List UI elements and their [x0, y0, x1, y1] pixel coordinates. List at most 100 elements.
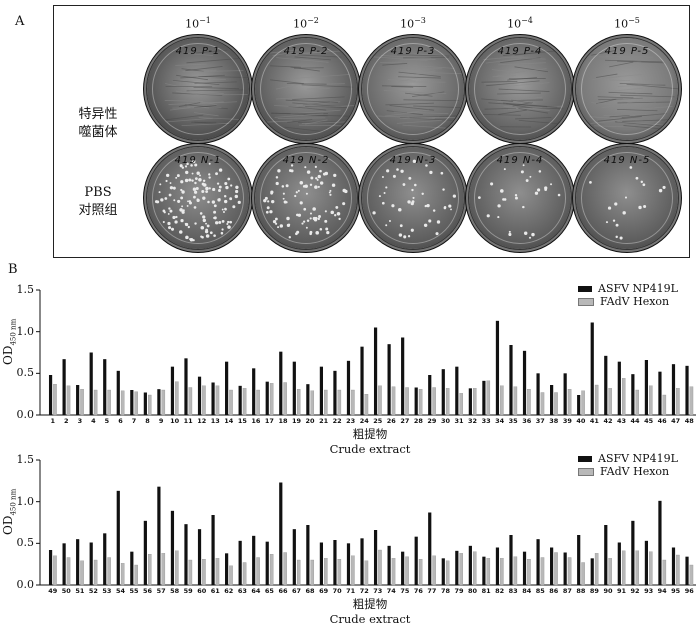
bar-asfv — [441, 558, 445, 585]
bar-asfv — [617, 361, 621, 415]
bar-fadv — [459, 393, 463, 416]
legend-swatch — [578, 455, 592, 462]
bar-asfv — [685, 556, 689, 585]
row-label-line: 噬菌体 — [78, 125, 118, 140]
bar-fadv — [337, 389, 342, 416]
bar-asfv — [563, 552, 567, 585]
bar-fadv — [175, 550, 179, 586]
plate-rim — [367, 43, 459, 135]
bar-fadv — [269, 383, 274, 416]
x-tick-label: 19 — [291, 417, 302, 425]
x-tick-label: 11 — [183, 417, 193, 425]
bar-asfv — [590, 558, 594, 585]
bar-asfv — [306, 384, 310, 415]
pbs-control-plate: 419 N-1 — [147, 147, 249, 249]
bar-asfv — [265, 541, 269, 585]
plate-rim — [581, 152, 673, 244]
y-axis-label-text: OD — [1, 515, 15, 535]
bar-fadv — [635, 389, 640, 416]
phage-plate: 419 P-1 — [147, 38, 249, 140]
y-axis-label: OD450 nm — [1, 488, 17, 534]
y-axis-label-unit: 450 nm — [9, 488, 18, 516]
dilution-exponent: −1 — [199, 16, 211, 25]
bar-asfv — [103, 533, 107, 585]
x-tick-label: 18 — [278, 417, 288, 425]
x-tick-label: 46 — [657, 417, 667, 425]
x-tick-label: 47 — [671, 417, 681, 425]
bar-fadv — [107, 557, 111, 586]
bar-asfv — [482, 556, 486, 585]
bar-asfv — [550, 385, 554, 415]
x-tick-label: 79 — [454, 587, 464, 595]
bar-fadv — [256, 389, 260, 416]
bar-asfv — [428, 375, 432, 415]
bar-asfv — [482, 380, 486, 415]
dilution-base: 10 — [293, 17, 308, 31]
plate-rim — [152, 43, 244, 135]
bar-asfv — [184, 524, 188, 585]
x-tick-label: 95 — [671, 587, 681, 595]
x-tick-label: 17 — [264, 417, 274, 425]
phage-plate: 419 P-4 — [469, 38, 571, 140]
bar-asfv — [373, 327, 378, 415]
x-tick-label: 56 — [143, 587, 153, 595]
bar-fadv — [608, 558, 612, 586]
bar-asfv — [536, 539, 540, 585]
bar-fadv — [649, 385, 653, 416]
y-tick-label: 0.5 — [16, 366, 35, 380]
x-tick-label: 57 — [156, 587, 166, 595]
bar-fadv — [621, 550, 626, 586]
x-tick-label: 83 — [508, 587, 518, 595]
bar-asfv — [252, 535, 256, 585]
bar-fadv — [391, 386, 396, 416]
bar-fadv — [324, 558, 328, 586]
bar-fadv — [283, 382, 287, 416]
bar-fadv — [445, 560, 450, 586]
bar-fadv — [242, 388, 247, 416]
legend-item-asfv: ASFV NP419L — [578, 282, 678, 295]
phage-plate: 419 P-5 — [576, 38, 678, 140]
x-tick-label: 54 — [115, 587, 125, 595]
bar-fadv — [554, 392, 558, 416]
bar-asfv — [455, 550, 459, 585]
row-label-line: PBS — [84, 185, 112, 200]
row-label-phage: 特异性 噬菌体 — [62, 106, 134, 142]
x-axis-label-cn: 粗提物 — [352, 597, 388, 611]
x-tick-label: 86 — [549, 587, 559, 595]
x-tick-label: 78 — [440, 587, 450, 595]
dilution-label: 10−5 — [597, 16, 657, 31]
bar-fadv — [676, 554, 680, 586]
bar-asfv — [130, 551, 134, 585]
x-tick-label: 6 — [118, 417, 123, 425]
pbs-control-plate: 419 N-5 — [576, 147, 678, 249]
bar-asfv — [428, 512, 432, 585]
pbs-control-plate: 419 N-4 — [469, 147, 571, 249]
x-tick-label: 69 — [319, 587, 329, 595]
bar-fadv — [621, 378, 626, 416]
bar-fadv — [513, 386, 518, 416]
bar-fadv — [283, 552, 287, 586]
bar-asfv — [522, 350, 527, 415]
y-tick-label: 1.5 — [16, 453, 35, 466]
panel-b-letter: B — [8, 262, 18, 277]
bar-fadv — [337, 559, 342, 586]
plate-handwritten-label: 419 N-5 — [603, 155, 651, 166]
bar-fadv — [432, 387, 436, 416]
dilution-label: 10−1 — [168, 16, 228, 31]
bar-fadv — [500, 385, 504, 416]
bar-asfv — [62, 359, 66, 415]
x-tick-label: 82 — [495, 587, 505, 595]
bar-fadv — [175, 381, 179, 416]
x-tick-label: 50 — [61, 587, 71, 595]
x-tick-label: 24 — [359, 417, 369, 425]
bar-asfv — [333, 540, 337, 585]
bar-fadv — [53, 384, 57, 416]
row-label-line: 特异性 — [78, 107, 118, 122]
bar-fadv — [594, 384, 599, 416]
bar-asfv — [414, 387, 418, 415]
x-tick-label: 31 — [454, 417, 464, 425]
x-tick-label: 45 — [644, 417, 654, 425]
x-tick-label: 49 — [48, 587, 58, 595]
dilution-exponent: −4 — [521, 16, 533, 25]
chart-legend: ASFV NP419L FAdV Hexon — [578, 452, 678, 478]
